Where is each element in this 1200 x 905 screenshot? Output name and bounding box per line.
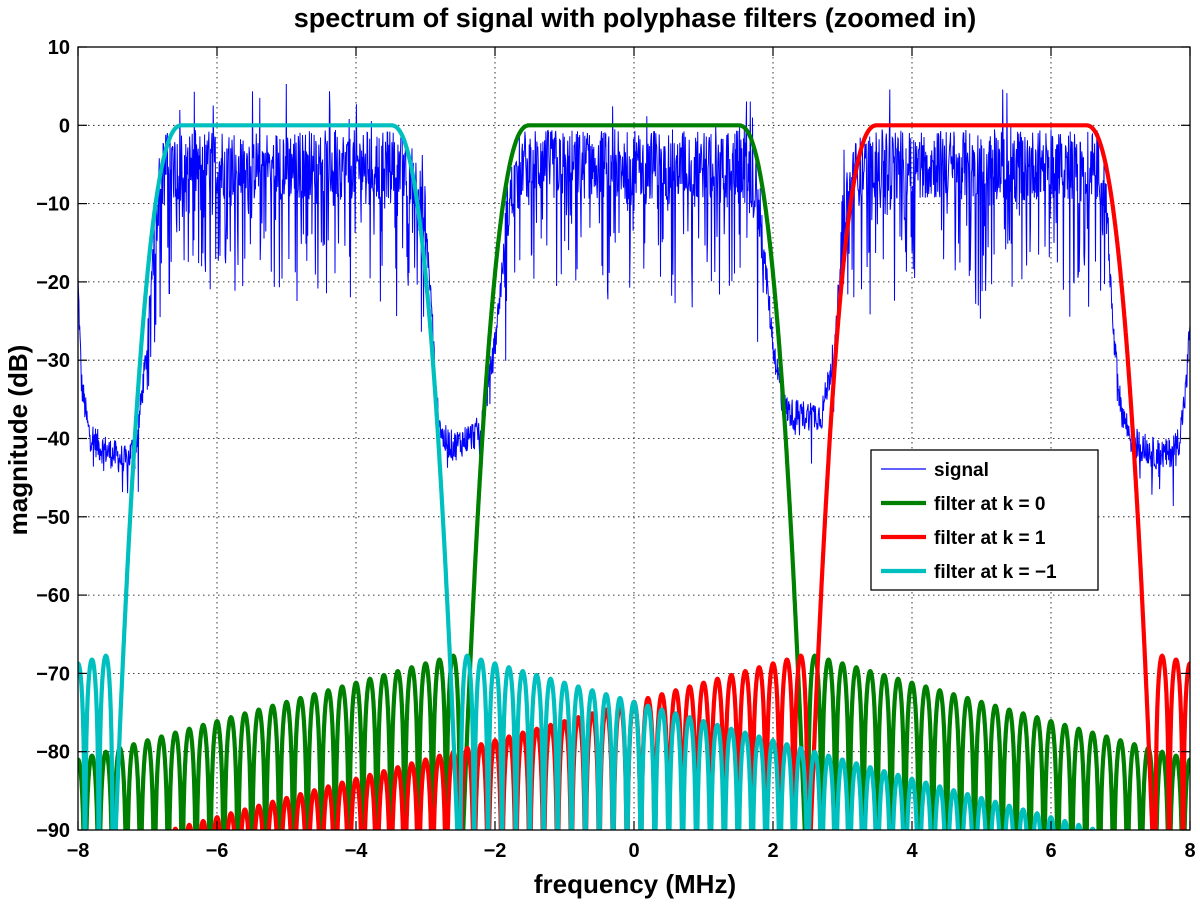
- y-tick-label: 0: [59, 115, 70, 137]
- x-tick-label: −8: [67, 840, 90, 862]
- legend-label: filter at k = −1: [934, 562, 1057, 583]
- legend: signal filter at k = 0 filter at k = 1 filt…: [870, 449, 1099, 591]
- legend-box: [870, 449, 1099, 591]
- x-tick-label: 0: [628, 840, 639, 862]
- legend-label: signal: [934, 460, 989, 481]
- y-tick-label: −20: [36, 272, 70, 294]
- x-tick-label: 6: [1045, 840, 1056, 862]
- x-tick-label: −4: [345, 840, 369, 862]
- x-axis-label: frequency (MHz): [534, 869, 736, 899]
- series-filter-at-k-1-line: [78, 123, 1096, 830]
- legend-label: filter at k = 0: [934, 494, 1045, 515]
- series-layer: [78, 83, 1190, 830]
- y-tick-label: −90: [36, 820, 70, 842]
- y-tick-label: −40: [36, 429, 70, 451]
- y-tick-label: −10: [36, 194, 70, 216]
- series-filter-at-k-0-line: [78, 123, 1190, 830]
- y-tick-label: −70: [36, 663, 70, 685]
- series-signal-line: [78, 83, 1190, 507]
- legend-label: filter at k = 1: [934, 528, 1046, 549]
- x-tick-label: 4: [906, 840, 918, 862]
- y-tick-label: −80: [36, 742, 70, 764]
- ticks: −8 −6 −4 −2 0 2 4 6 8100−10−20−30−40−50−60−70−80…: [36, 37, 1196, 862]
- x-tick-label: 2: [767, 840, 778, 862]
- chart-title: spectrum of signal with polyphase filter…: [294, 3, 977, 33]
- y-tick-label: −60: [36, 585, 70, 607]
- y-tick-label: −30: [36, 350, 70, 372]
- x-tick-label: −2: [484, 840, 507, 862]
- x-tick-label: 8: [1184, 840, 1195, 862]
- y-tick-label: −50: [36, 507, 70, 529]
- x-tick-label: −6: [206, 840, 229, 862]
- y-tick-label: 10: [48, 37, 70, 59]
- y-axis-label: magnitude (dB): [3, 345, 33, 536]
